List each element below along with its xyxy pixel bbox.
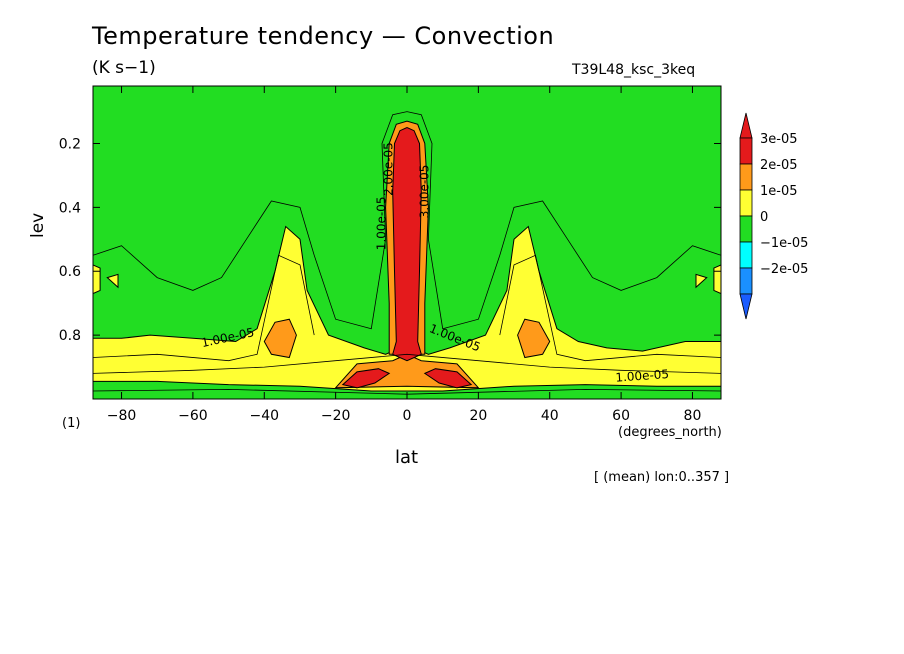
colorbar-label: −1e-05 xyxy=(760,236,808,251)
colorbar-swatch xyxy=(739,215,753,243)
contour-label: 1.00e-05 xyxy=(375,196,389,250)
contour-line xyxy=(93,111,721,330)
y-tick-label: 0.6 xyxy=(59,264,81,280)
orange-region xyxy=(517,318,551,359)
yellow-region xyxy=(93,264,101,295)
colorbar-label: 0 xyxy=(760,210,768,225)
colorbar-swatch xyxy=(739,267,753,295)
colorbar-top-triangle xyxy=(739,112,753,139)
run-label: T39L48_ksc_3keq xyxy=(572,62,696,78)
contour-label: 3.00e-05 xyxy=(417,165,431,219)
x-axis-units: (degrees_north) xyxy=(618,425,722,440)
x-tick-label: 80 xyxy=(684,408,702,424)
colorbar-label: −2e-05 xyxy=(760,262,808,277)
colorbar-swatch xyxy=(739,137,753,165)
colorbar-swatch xyxy=(739,163,753,191)
x-tick-label: 40 xyxy=(541,408,559,424)
y-tick-label: 0.8 xyxy=(59,328,81,344)
x-tick-label: −80 xyxy=(107,408,137,424)
yellow-region xyxy=(106,273,119,289)
yellow-region xyxy=(713,264,721,295)
colorbar-label: 3e-05 xyxy=(760,132,798,147)
chart-title: Temperature tendency — Convection xyxy=(92,22,555,50)
contour-line xyxy=(93,254,315,362)
red-region xyxy=(392,126,422,362)
contour-line xyxy=(93,353,721,374)
x-tick-label: −60 xyxy=(178,408,208,424)
chart-units: (K s−1) xyxy=(92,58,156,78)
x-tick-label: 60 xyxy=(612,408,630,424)
y-axis-units: (1) xyxy=(62,416,81,431)
red-region xyxy=(341,368,391,389)
averaging-note: [ (mean) lon:0..357 ] xyxy=(594,470,730,485)
x-tick-label: 20 xyxy=(469,408,487,424)
contour-label: 2.00e-05 xyxy=(382,142,396,196)
x-tick-label: 0 xyxy=(403,408,412,424)
contour-line xyxy=(499,254,721,362)
y-tick-label: 0.2 xyxy=(59,136,81,152)
y-tick-label: 0.4 xyxy=(59,200,81,216)
colorbar-label: 2e-05 xyxy=(760,158,798,173)
red-region xyxy=(423,368,473,389)
colorbar-swatch xyxy=(739,241,753,269)
yellow-region xyxy=(695,273,708,289)
x-tick-label: −20 xyxy=(321,408,351,424)
contour-label: 1.00e-05 xyxy=(615,367,670,385)
orange-region xyxy=(263,318,297,359)
colorbar-label: 1e-05 xyxy=(760,184,798,199)
plot-field: 1.00e-05 1.00e-051.00e-053.00e-051.00e-05… xyxy=(93,86,721,399)
colorbar-swatch xyxy=(739,189,753,217)
colorbar-bottom-triangle xyxy=(739,293,753,320)
x-axis-label: lat xyxy=(395,447,419,468)
x-tick-label: −40 xyxy=(249,408,279,424)
